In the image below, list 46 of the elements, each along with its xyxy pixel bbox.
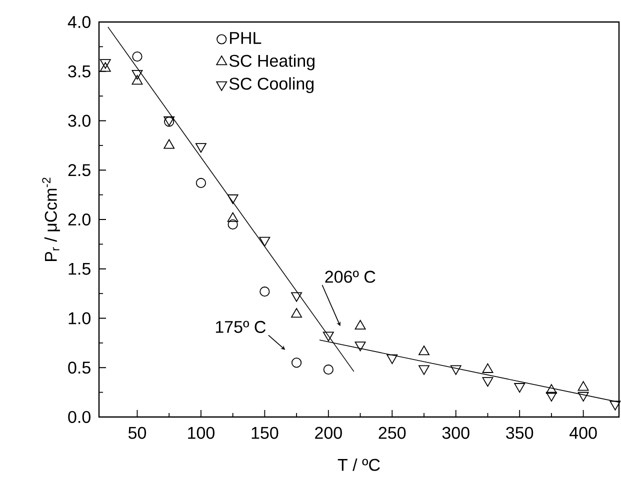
annotation: 175º C	[216, 320, 266, 333]
point	[514, 383, 526, 393]
point	[418, 365, 430, 375]
legend-label: SC Heating	[229, 54, 314, 70]
point	[578, 392, 589, 402]
x-tick-label: 400	[570, 426, 597, 439]
point	[132, 75, 143, 85]
x-tick-label: 200	[315, 426, 342, 439]
x-tick-label: 150	[252, 426, 278, 439]
y-tick-label: 2.5	[68, 164, 90, 176]
x-tick-label: 300	[442, 426, 470, 439]
y-tick-label: 4.0	[68, 16, 90, 28]
y-tick-label: 0.0	[68, 410, 90, 424]
point	[482, 377, 494, 387]
point	[259, 236, 270, 246]
point	[260, 286, 270, 297]
point	[132, 52, 142, 62]
x-axis-title: T / ºC	[338, 458, 380, 471]
legend-label: SC Cooling	[229, 77, 314, 94]
x-tick-label: 350	[506, 426, 534, 439]
point	[386, 354, 398, 364]
y-tick-label: 3.0	[68, 114, 90, 127]
y-tick-label: 1.5	[68, 262, 90, 275]
point	[196, 178, 206, 188]
point	[354, 342, 366, 352]
point	[450, 365, 462, 375]
point	[546, 392, 557, 402]
x-tick-label: 250	[378, 426, 406, 439]
annotation: 206º C	[325, 270, 376, 283]
y-tick-label: 3.5	[68, 65, 90, 78]
point	[227, 194, 238, 204]
x-tick-label: 50	[128, 426, 146, 439]
x-tick-label: 100	[188, 426, 214, 439]
y-axis-title: P$_{r}$ / μCcm$^{-2}$	[42, 178, 60, 261]
point	[610, 400, 621, 410]
y-tick-label: 1.0	[68, 312, 90, 324]
point	[291, 292, 302, 302]
point	[228, 219, 238, 230]
y-tick-label: 0.5	[68, 362, 90, 374]
point	[322, 332, 334, 342]
point	[323, 364, 334, 375]
legend-label: PHL	[230, 32, 262, 44]
point	[292, 358, 302, 368]
point	[100, 62, 111, 72]
point	[164, 139, 175, 149]
y-tick-label: 2.0	[68, 213, 90, 226]
